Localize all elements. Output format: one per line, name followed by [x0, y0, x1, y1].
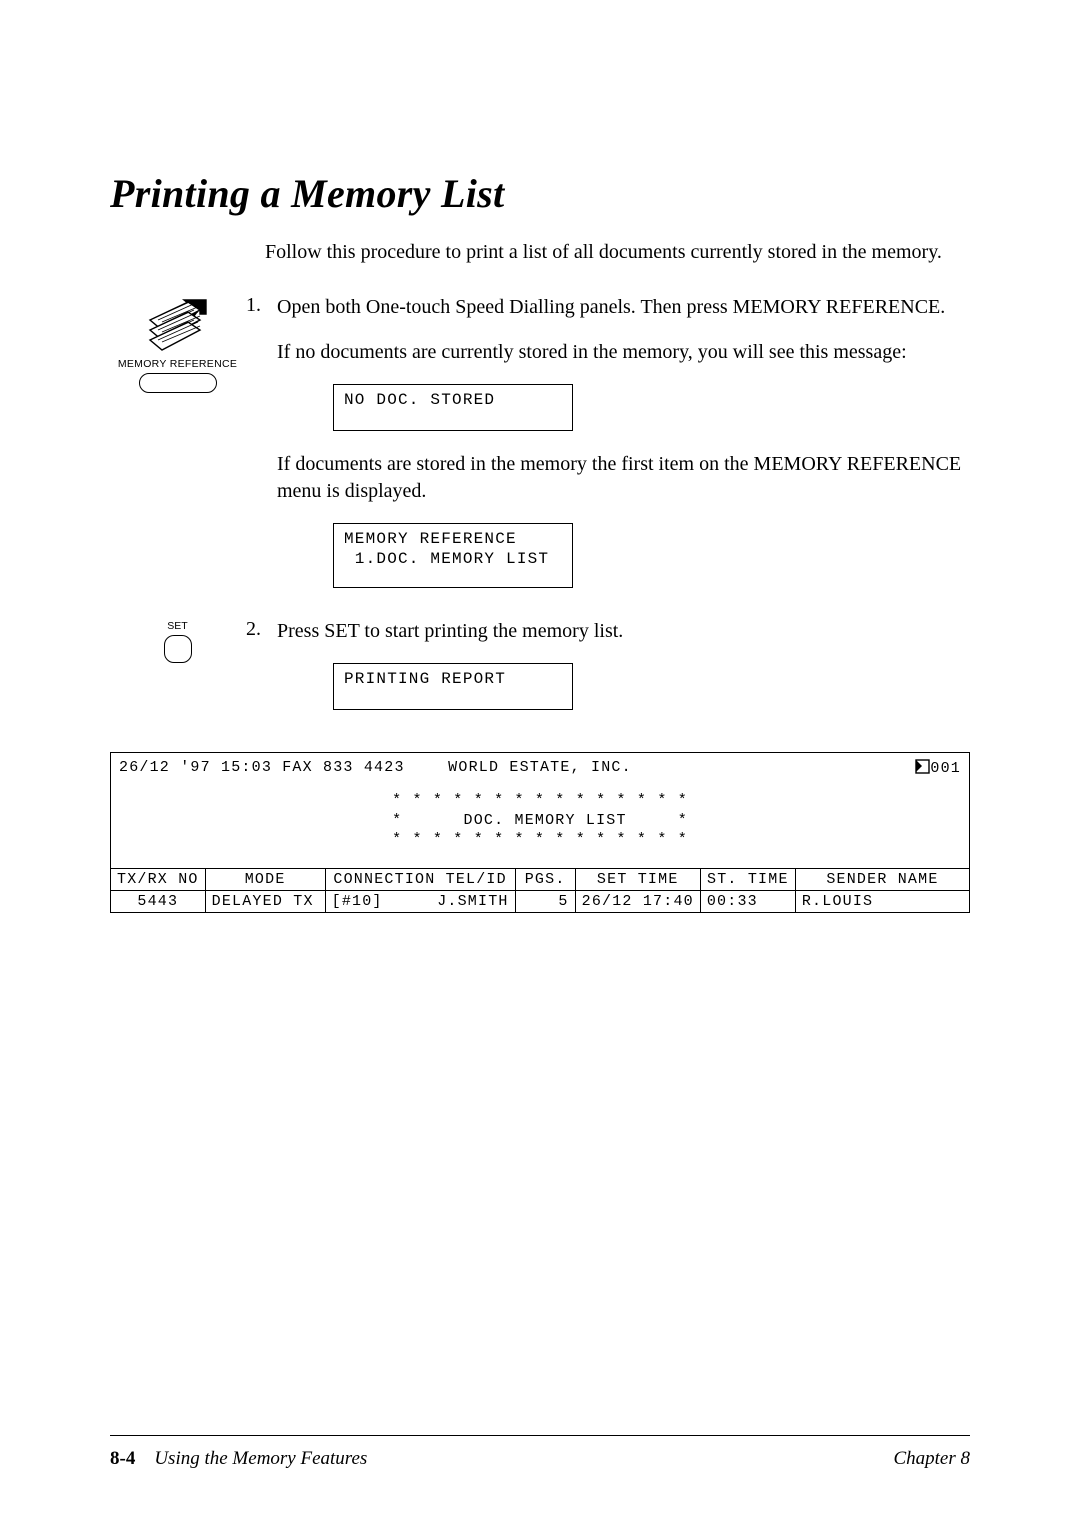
- cell-st-time: 00:33: [700, 890, 795, 912]
- footer-left: 8-4 Using the Memory Features: [110, 1448, 367, 1470]
- memory-reference-label: MEMORY REFERENCE: [118, 358, 237, 370]
- table-row: 5443 DELAYED TX [#10] J.SMITH 5 26/12 17…: [111, 890, 970, 912]
- set-button-label: SET: [167, 620, 187, 632]
- lcd-no-doc-stored: NO DOC. STORED: [333, 384, 573, 431]
- lcd-line-2: 1.DOC. MEMORY LIST: [344, 550, 549, 568]
- cell-txrx: 5443: [111, 890, 206, 912]
- printout-table: TX/RX NO MODE CONNECTION TEL/ID PGS. SET…: [110, 868, 970, 913]
- cell-sender: R.LOUIS: [795, 890, 969, 912]
- cell-connection-code: [#10]: [332, 893, 383, 910]
- printout-sample: 26/12 '97 15:03 FAX 833 4423 WORLD ESTAT…: [110, 752, 970, 913]
- printout-header: 26/12 '97 15:03 FAX 833 4423 WORLD ESTAT…: [110, 752, 970, 868]
- col-pgs: PGS.: [515, 868, 575, 890]
- lcd-printing-report: PRINTING REPORT: [333, 663, 573, 710]
- footer-section-title: Using the Memory Features: [154, 1448, 367, 1469]
- lcd-memory-reference-menu: MEMORY REFERENCE 1.DOC. MEMORY LIST: [333, 523, 573, 588]
- col-set-time: SET TIME: [575, 868, 700, 890]
- table-header-row: TX/RX NO MODE CONNECTION TEL/ID PGS. SET…: [111, 868, 970, 890]
- cell-connection-name: J.SMITH: [437, 893, 508, 910]
- cell-pgs: 5: [515, 890, 575, 912]
- step-1-number: 1.: [245, 294, 265, 317]
- footer-rule: [110, 1435, 970, 1436]
- printout-title-block: * * * * * * * * * * * * * * * * DOC. MEM…: [119, 791, 961, 850]
- intro-paragraph: Follow this procedure to print a list of…: [265, 239, 970, 266]
- col-txrx: TX/RX NO: [111, 868, 206, 890]
- speed-dial-panel-icon: [144, 296, 212, 354]
- footer-page-number: 8-4: [110, 1448, 135, 1469]
- star-line-bottom: * * * * * * * * * * * * * * *: [392, 831, 688, 848]
- lcd-line-1: MEMORY REFERENCE: [344, 530, 517, 548]
- col-sender: SENDER NAME: [795, 868, 969, 890]
- step-2-icon-col: SET: [110, 618, 245, 663]
- footer-chapter: Chapter 8: [893, 1448, 970, 1470]
- step-2-instruction: Press SET to start printing the memory l…: [277, 618, 970, 645]
- set-button-icon: [164, 635, 192, 663]
- document-page: Printing a Memory List Follow this proce…: [0, 0, 1080, 1528]
- cell-set-time: 26/12 17:40: [575, 890, 700, 912]
- step-2: SET 2. Press SET to start printing the m…: [110, 618, 970, 730]
- page-title: Printing a Memory List: [110, 170, 970, 217]
- cell-mode: DELAYED TX: [205, 890, 325, 912]
- step-1-followup-2: If documents are stored in the memory th…: [277, 451, 970, 505]
- step-2-number: 2.: [245, 618, 265, 641]
- step-1-followup-1: If no documents are currently stored in …: [277, 339, 970, 366]
- cell-connection: [#10] J.SMITH: [325, 890, 515, 912]
- step-2-body: Press SET to start printing the memory l…: [265, 618, 970, 730]
- step-1-icon-col: MEMORY REFERENCE: [110, 294, 245, 393]
- col-connection: CONNECTION TEL/ID: [325, 868, 515, 890]
- printout-title-line: * DOC. MEMORY LIST *: [392, 812, 688, 829]
- step-1: MEMORY REFERENCE 1. Open both One-touch …: [110, 294, 970, 608]
- col-mode: MODE: [205, 868, 325, 890]
- printout-header-center: WORLD ESTATE, INC.: [119, 759, 961, 776]
- memory-reference-button-icon: [139, 373, 217, 393]
- step-1-body: Open both One-touch Speed Dialling panel…: [265, 294, 970, 608]
- star-line-top: * * * * * * * * * * * * * * *: [392, 792, 688, 809]
- step-1-instruction: Open both One-touch Speed Dialling panel…: [277, 294, 970, 321]
- col-st-time: ST. TIME: [700, 868, 795, 890]
- page-footer: 8-4 Using the Memory Features Chapter 8: [110, 1448, 970, 1470]
